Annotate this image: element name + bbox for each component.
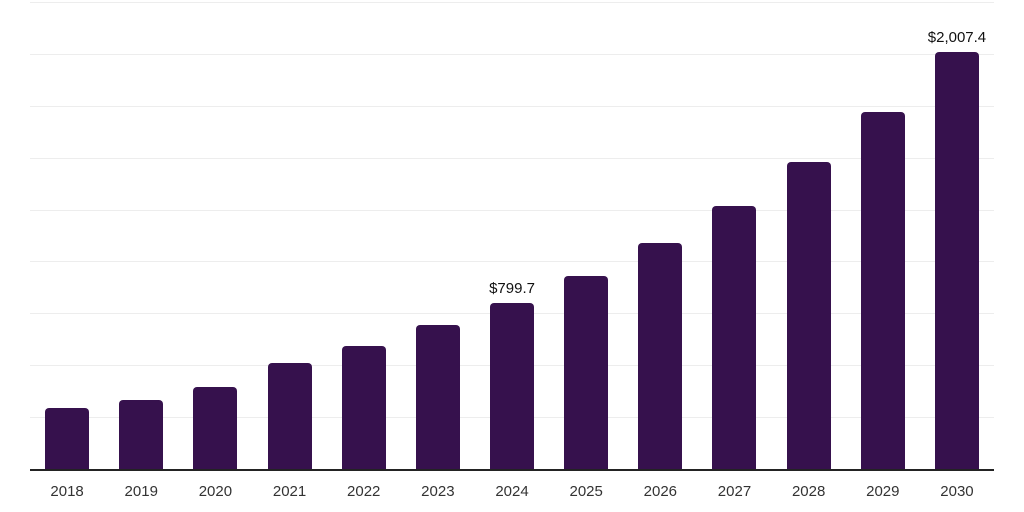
gridline [30,209,994,211]
x-tick-label-2020: 2020 [198,483,233,500]
bar-slot [401,2,475,469]
x-axis: 2018 2019 2020 2021 2022 2023 2024 2025 2026 2027… [30,480,994,504]
gridline [30,157,994,159]
x-tick-label-2026: 2026 [643,483,678,500]
bar-2018 [45,408,90,469]
bar-2030 [934,52,979,469]
x-tick-label-2025: 2025 [569,483,603,500]
bar-slot [30,2,104,469]
bar-slot [252,2,326,469]
bar-slot [178,2,252,469]
x-tick-label-2030: 2030 [940,483,974,500]
bar-slot [697,2,771,469]
bar-slot: $799.7 [475,2,549,469]
bars-layer: $799.7 $2,007.4 [30,2,994,469]
bar-slot: $2,007.4 [920,2,994,469]
bar-2027 [712,206,757,469]
bar-value-label: $799.7 [489,280,535,298]
bar-slot [327,2,401,469]
gridline [30,105,994,107]
bar-value-label: $2,007.4 [927,29,987,47]
bar-2024 [490,303,535,469]
x-tick-label-2018: 2018 [50,483,84,500]
x-tick-label-2019: 2019 [124,483,158,500]
bar-2022 [341,345,386,469]
x-tick-label-2023: 2023 [421,483,455,500]
bar-2020 [193,387,238,469]
bar-2026 [638,243,683,469]
bar-2019 [119,400,164,469]
x-tick-label-2024: 2024 [495,483,529,500]
gridline [30,53,994,55]
bar-2021 [267,362,312,469]
bar-slot [623,2,697,469]
bar-slot [549,2,623,469]
x-tick-label-2021: 2021 [272,483,307,500]
x-tick-label-2022: 2022 [347,483,381,500]
x-tick-label-2027: 2027 [717,483,752,500]
bar-2029 [860,111,905,469]
bar-2028 [786,162,831,469]
x-tick-label-2029: 2029 [866,483,900,500]
gridline [30,261,994,263]
bar-slot [772,2,846,469]
plot-area: $799.7 $2,007.4 [30,2,994,471]
bar-2025 [564,275,609,469]
bar-slot [846,2,920,469]
x-tick-label-2028: 2028 [791,483,826,500]
bar-slot [104,2,178,469]
gridline [30,2,994,3]
bar-2023 [415,324,460,469]
